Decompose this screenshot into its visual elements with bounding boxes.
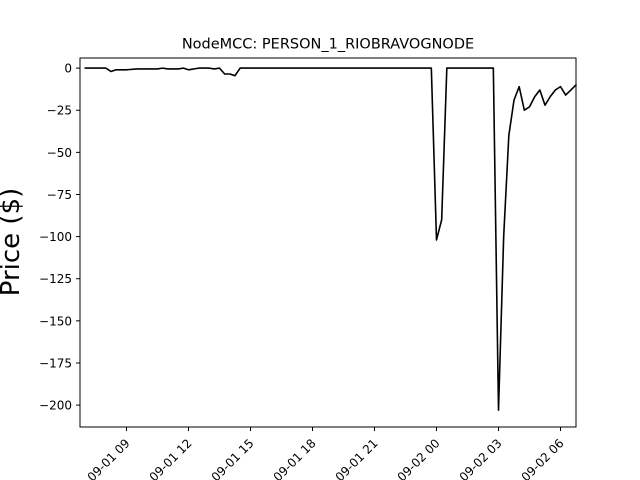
- y-axis: 0 −25 −50 −75 −100 −125 −150 −175 −200: [39, 62, 80, 413]
- x-tick-label: 09-01 18: [271, 436, 319, 480]
- x-axis: 09-01 09 09-01 12 09-01 15 09-01 18 09-01 21…: [85, 427, 567, 480]
- price-series-line: [84, 67, 577, 411]
- y-tick-label: −125: [39, 272, 72, 286]
- plot-frame: [79, 57, 577, 428]
- x-tick-label: 09-02 03: [457, 436, 505, 480]
- y-axis-label: Price ($): [0, 188, 26, 297]
- y-tick-label: −175: [39, 356, 72, 370]
- y-tick-label: −50: [47, 146, 72, 160]
- y-tick-label: −100: [39, 230, 72, 244]
- chart-title: NodeMCC: PERSON_1_RIOBRAVOGNODE: [182, 37, 474, 53]
- x-tick-label: 09-01 21: [333, 436, 381, 480]
- x-tick-label: 09-02 06: [519, 436, 567, 480]
- y-tick-label: 0: [64, 62, 72, 76]
- x-tick-label: 09-01 09: [85, 436, 133, 480]
- y-tick-label: −75: [47, 188, 72, 202]
- y-tick-label: −200: [39, 399, 72, 413]
- y-tick-label: −150: [39, 314, 72, 328]
- x-tick-label: 09-02 00: [395, 436, 443, 480]
- x-tick-label: 09-01 15: [209, 436, 257, 480]
- y-tick-label: −25: [47, 104, 72, 118]
- plot-area: [84, 67, 577, 411]
- x-tick-label: 09-01 12: [147, 436, 195, 480]
